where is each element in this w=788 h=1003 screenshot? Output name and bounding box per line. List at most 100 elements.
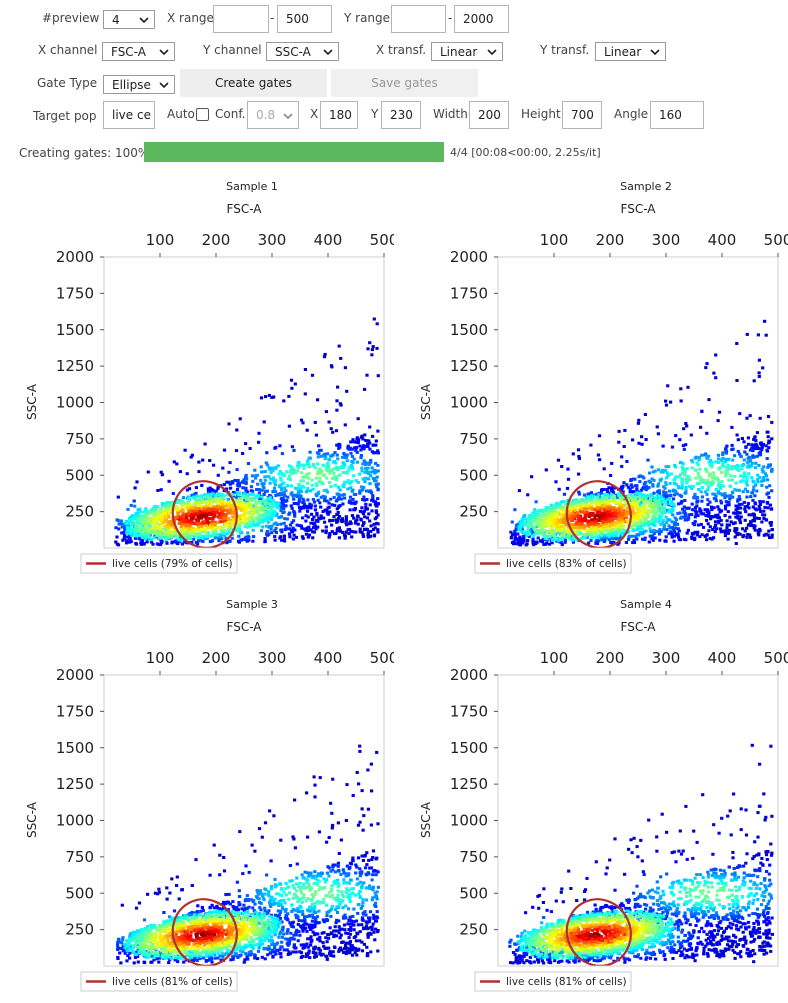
density-cell [767, 415, 770, 418]
x-range-min-input[interactable] [213, 5, 269, 33]
density-cell [188, 524, 191, 527]
density-cell [349, 508, 352, 511]
preview-select[interactable]: 4 [103, 10, 155, 29]
density-cell [260, 529, 263, 532]
density-cell [754, 529, 757, 532]
y-input[interactable]: 230 [381, 101, 421, 129]
density-cell [622, 524, 625, 527]
density-cell [228, 540, 231, 543]
density-cell [752, 489, 755, 492]
density-cell [765, 444, 768, 447]
density-cell [300, 490, 303, 493]
y-range-max-input[interactable]: 2000 [454, 5, 509, 33]
density-cell [541, 534, 544, 537]
y-channel-select[interactable]: SSC-A [266, 42, 339, 61]
density-cell [315, 513, 318, 516]
density-cell [553, 518, 556, 521]
conf-select[interactable]: 0.8 [247, 101, 299, 129]
density-cell [196, 522, 199, 525]
density-cell [547, 529, 550, 532]
density-cell [129, 516, 132, 519]
angle-input[interactable]: 160 [650, 101, 704, 129]
density-cell [300, 419, 303, 422]
density-cell [747, 472, 750, 475]
density-cell [556, 521, 559, 524]
density-cell [331, 530, 334, 533]
density-cell [665, 528, 668, 531]
density-cell [705, 519, 708, 522]
width-input[interactable]: 200 [469, 101, 509, 129]
density-cell [663, 539, 666, 542]
density-cell [182, 496, 185, 499]
density-cell [702, 526, 705, 529]
auto-label: Auto [167, 107, 195, 121]
density-cell [728, 516, 731, 519]
density-cell [359, 510, 362, 513]
density-cell [223, 449, 226, 452]
x-transf-select[interactable]: Linear [431, 42, 503, 61]
density-cell [270, 396, 273, 399]
y-range-min-input[interactable] [391, 5, 446, 33]
density-cell [744, 529, 747, 532]
density-cell [717, 467, 720, 470]
y-transf-label: Y transf. [540, 43, 589, 57]
density-cell [617, 493, 620, 496]
density-cell [768, 484, 771, 487]
density-cell [330, 365, 333, 368]
auto-checkbox[interactable] [196, 108, 209, 121]
height-input[interactable]: 700 [562, 101, 602, 129]
density-cell [136, 534, 139, 537]
density-cell [730, 426, 733, 429]
gate-type-select[interactable]: Ellipse [103, 75, 175, 94]
density-cell [658, 539, 661, 542]
density-cell [756, 431, 759, 434]
density-cell [279, 523, 282, 526]
density-cell [742, 480, 745, 483]
density-cell [191, 532, 194, 535]
density-cell [366, 471, 369, 474]
density-cell [259, 515, 262, 518]
density-cell [301, 421, 304, 424]
density-cell [760, 441, 763, 444]
save-gates-button[interactable]: Save gates [331, 69, 478, 97]
density-cell [286, 496, 289, 499]
density-cell [337, 497, 340, 500]
density-cell [375, 440, 378, 443]
density-cell [745, 482, 748, 485]
target-pop-input[interactable]: live ce [103, 101, 155, 129]
density-cell [155, 534, 158, 537]
density-cell [338, 536, 341, 539]
density-cell [335, 399, 338, 402]
density-cell [741, 503, 744, 506]
density-cell [717, 484, 720, 487]
y-transf-select[interactable]: Linear [595, 42, 666, 61]
density-cell [594, 528, 597, 531]
create-gates-button[interactable]: Create gates [180, 69, 327, 97]
density-cell [606, 533, 609, 536]
x-input[interactable]: 180 [320, 101, 358, 129]
density-cell [734, 465, 737, 468]
density-cell [719, 500, 722, 503]
x-range-max-input[interactable]: 500 [277, 5, 332, 33]
density-cell [117, 527, 120, 530]
density-cell [161, 505, 164, 508]
density-cell [195, 486, 198, 489]
density-cell [673, 523, 676, 526]
density-cell [187, 500, 190, 503]
x-channel-select[interactable]: FSC-A [102, 42, 175, 61]
density-cell [184, 449, 187, 452]
chevron-down-icon [486, 46, 498, 58]
density-cell [588, 513, 591, 516]
density-cell [564, 536, 567, 539]
density-cell [668, 498, 671, 501]
density-cell [292, 498, 295, 501]
density-cell [578, 457, 581, 460]
density-cell [204, 528, 207, 531]
density-cell [733, 475, 736, 478]
density-cell [218, 517, 221, 520]
density-cell [255, 501, 258, 504]
density-cell [126, 508, 129, 511]
density-cell [753, 494, 756, 497]
density-cell [313, 531, 316, 534]
density-cell [243, 492, 246, 495]
